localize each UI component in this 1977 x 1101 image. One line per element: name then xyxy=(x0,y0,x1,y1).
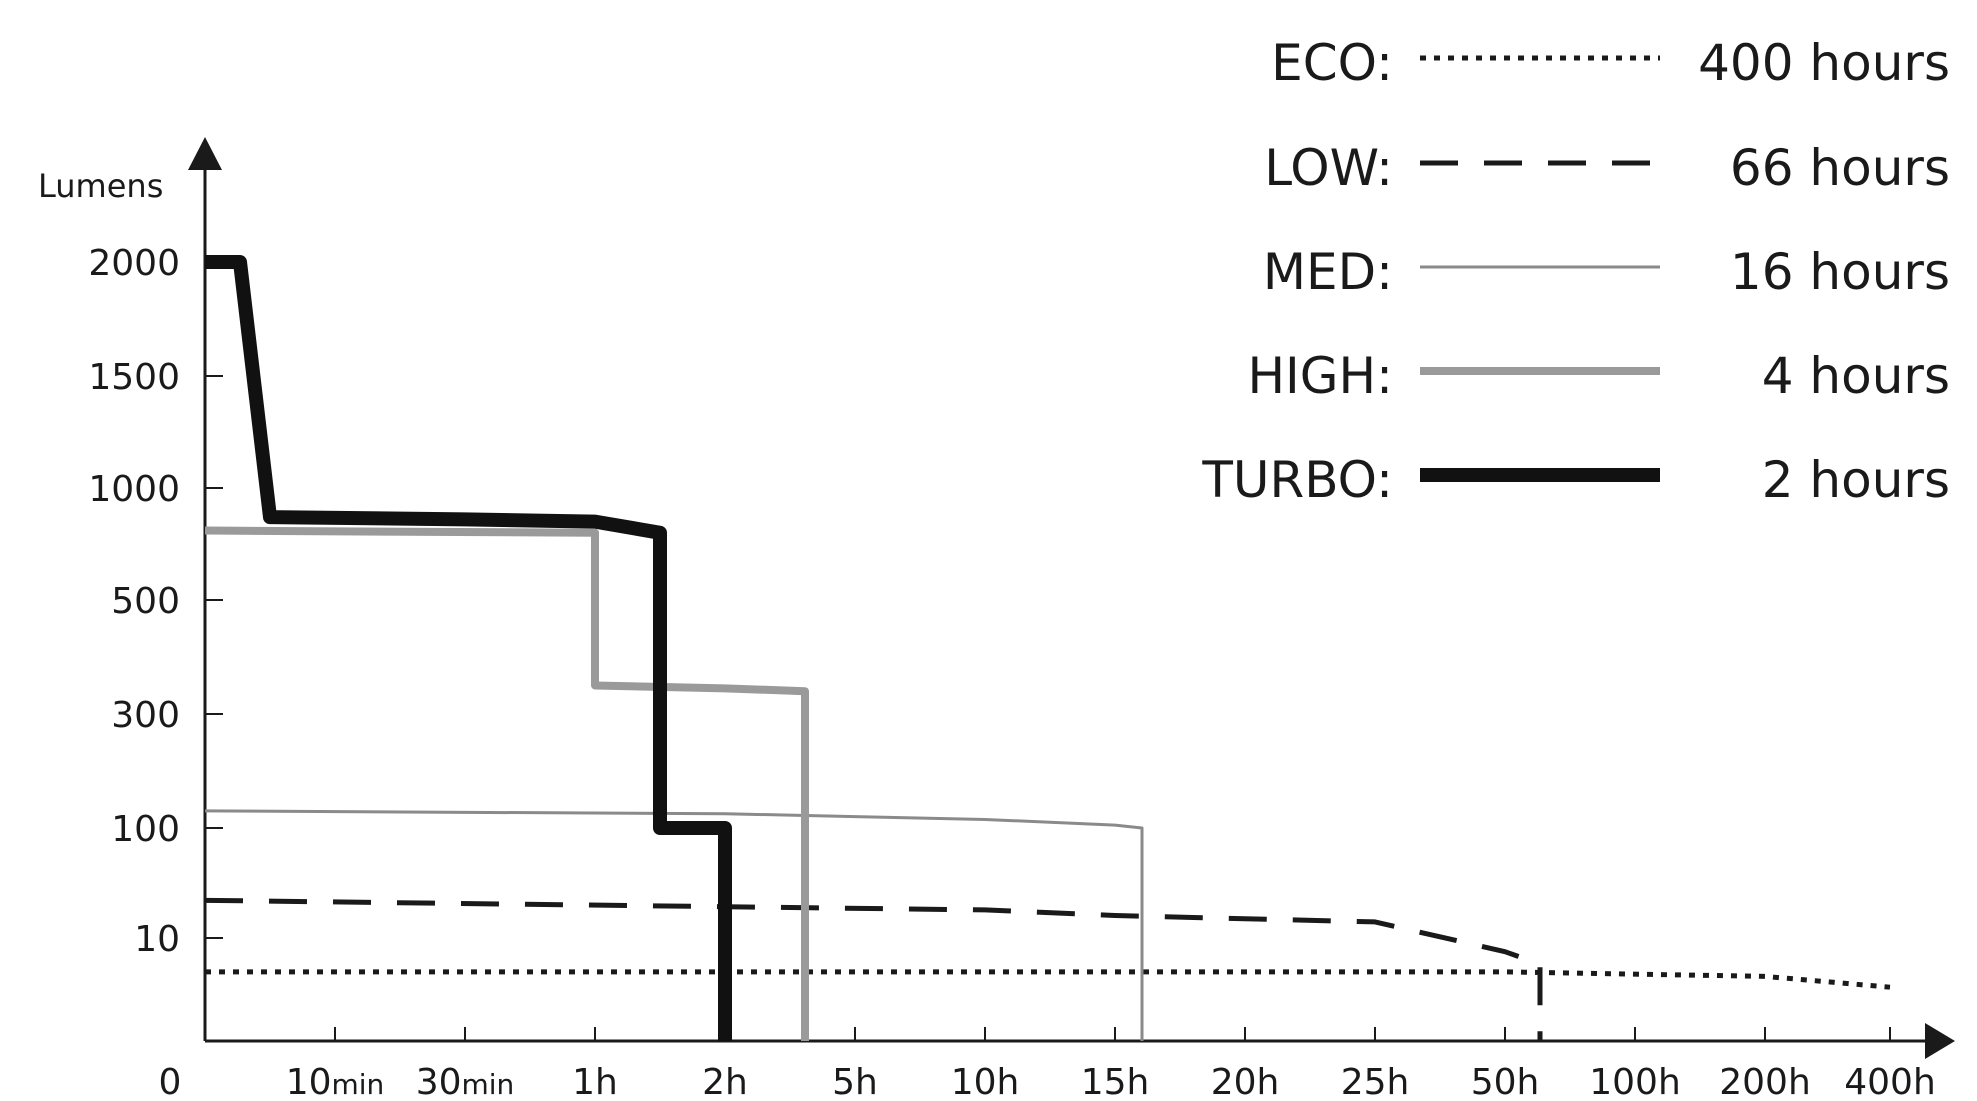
axes xyxy=(188,137,1955,1059)
series-high-line xyxy=(204,526,809,1041)
legend-runtime-high: 4 hours xyxy=(1762,347,1950,405)
x-tick-label: 400h xyxy=(1844,1062,1936,1101)
legend-label-med: MED: xyxy=(1263,243,1393,301)
x-tick-label: 5h xyxy=(832,1062,878,1101)
legend-runtime-turbo: 2 hours xyxy=(1762,451,1950,509)
y-tick-label: 500 xyxy=(111,581,180,622)
x-axis-arrow xyxy=(1925,1023,1955,1059)
series-med-line xyxy=(204,809,1144,1041)
x-tick-label: 20h xyxy=(1211,1062,1280,1101)
series-lines xyxy=(204,255,1891,1041)
x-tick-label: 100h xyxy=(1589,1062,1681,1101)
y-tick-label: 1500 xyxy=(88,357,180,398)
y-axis-arrow xyxy=(188,137,222,170)
x-tick-label: 1h xyxy=(572,1062,618,1101)
y-tick-label: 1000 xyxy=(88,469,180,510)
legend-runtime-low: 66 hours xyxy=(1730,139,1950,197)
x-tick-label: 0 xyxy=(159,1062,182,1101)
y-tick-label: 300 xyxy=(111,695,180,736)
x-tick-label: 10min xyxy=(286,1062,385,1101)
x-tick-label: 50h xyxy=(1471,1062,1540,1101)
legend: ECO: 400 hours LOW: 66 hours MED: 16 hours HIG… xyxy=(1201,34,1950,509)
x-tick-label: 2h xyxy=(702,1062,748,1101)
series-eco-line xyxy=(205,969,1891,990)
x-tick-label: 30min xyxy=(416,1062,515,1101)
y-tick-label: 10 xyxy=(134,919,180,960)
legend-label-turbo: TURBO: xyxy=(1201,451,1393,509)
legend-label-high: HIGH: xyxy=(1247,347,1393,405)
series-turbo-line xyxy=(205,255,732,1041)
y-tick-label: 2000 xyxy=(88,243,180,284)
y-axis-title: Lumens xyxy=(38,167,163,205)
x-tick-label: 200h xyxy=(1719,1062,1811,1101)
legend-runtime-med: 16 hours xyxy=(1730,243,1950,301)
x-tick-label: 25h xyxy=(1341,1062,1410,1101)
y-tick-label: 100 xyxy=(111,809,180,850)
x-tick-label: 15h xyxy=(1081,1062,1150,1101)
tick-labels: Lumens 10 100 300 500 1000 1500 2000 0 10min 30min… xyxy=(38,167,1936,1101)
legend-label-eco: ECO: xyxy=(1271,34,1393,92)
x-tick-label: 10h xyxy=(951,1062,1020,1101)
series-low-line xyxy=(204,897,1543,1041)
legend-label-low: LOW: xyxy=(1264,139,1393,197)
legend-runtime-eco: 400 hours xyxy=(1698,34,1950,92)
